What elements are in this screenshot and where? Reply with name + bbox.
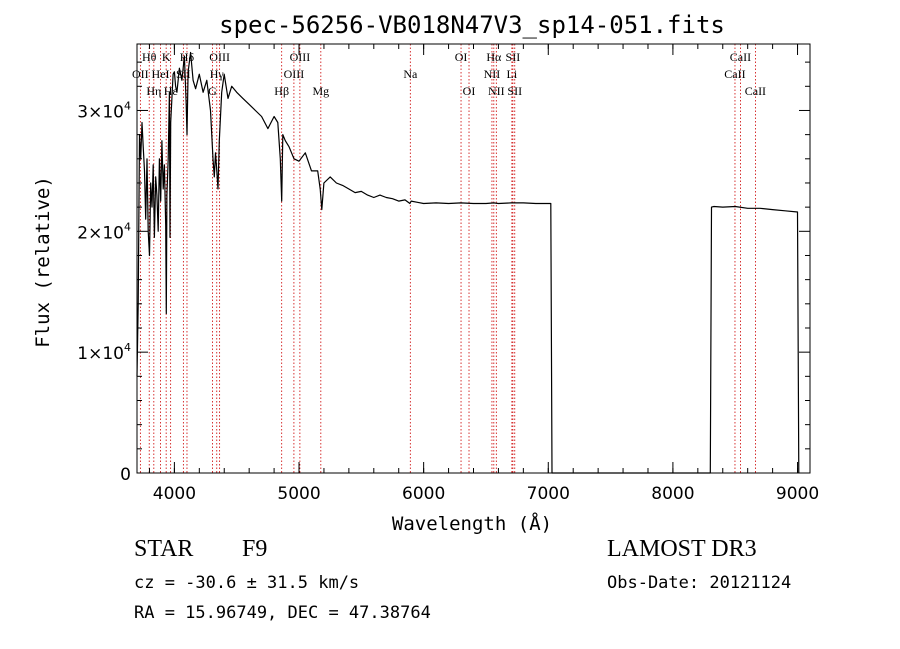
spectral-line-label: Hβ <box>274 84 289 98</box>
x-tick-label: 7000 <box>527 484 570 504</box>
spectral-line-markers <box>139 44 756 473</box>
chart-title: spec-56256-VB018N47V3_sp14-051.fits <box>219 11 725 39</box>
y-axis-label: Flux (relative) <box>32 176 54 348</box>
spectral-line-label: Hθ <box>142 50 157 64</box>
axes-layer: 4000 5000 6000 7000 8000 9000 0 1×104 2×104 3×104 <box>77 44 819 504</box>
spectral-line-label: NII <box>488 84 505 98</box>
y-tick-label: 3×104 <box>77 99 131 122</box>
spectral-line-label: OI <box>463 84 476 98</box>
plot-frame <box>136 43 811 474</box>
spectral-line-label: G <box>208 84 217 98</box>
x-tick-label: 6000 <box>402 484 445 504</box>
spectral-line-label: OIII <box>209 50 230 64</box>
y-tick-label: 0 <box>120 465 131 485</box>
spectral-line-label: Mg <box>312 84 329 98</box>
spectral-line-label: OII <box>132 67 149 81</box>
redshift-cz: cz = -30.6 ± 31.5 km/s <box>134 573 360 593</box>
obs-date: Obs-Date: 20121124 <box>607 573 792 593</box>
spectral-line-label: SII <box>507 84 522 98</box>
spectral-line-label: Li <box>507 67 518 81</box>
object-subclass: F9 <box>242 536 268 562</box>
spectral-line-label: CaII <box>724 67 745 81</box>
coordinates: RA = 15.96749, DEC = 47.38764 <box>134 603 431 623</box>
x-tick-label: 9000 <box>776 484 819 504</box>
object-class: STAR <box>134 536 194 562</box>
spectral-line-label: K <box>162 50 171 64</box>
spectral-line-label: HeI <box>152 67 170 81</box>
y-tick-label: 1×104 <box>77 341 131 364</box>
spectral-line-label: Hη <box>146 84 161 98</box>
x-tick-label: 4000 <box>153 484 196 504</box>
series-line-spectrum <box>136 51 800 474</box>
spectral-line-labels: Hθ OII Hη K HeI SII Hε Hδ OIII Hγ G OIII OIII Hβ Mg Na O… <box>132 50 766 98</box>
spectral-line-label: CaII <box>745 84 766 98</box>
spectral-line-label: OIII <box>284 67 305 81</box>
spectral-line-label: Hγ <box>210 67 225 81</box>
spectral-line-label: NII <box>484 67 501 81</box>
spectral-line-label: OI <box>455 50 468 64</box>
spectral-line-label: SII <box>506 50 521 64</box>
y-tick-label: 2×104 <box>77 220 131 243</box>
x-tick-label: 5000 <box>277 484 320 504</box>
spectral-line-label: CaII <box>730 50 751 64</box>
x-tick-label: 8000 <box>651 484 694 504</box>
survey-name: LAMOST DR3 <box>607 536 757 562</box>
series-layer <box>136 51 800 474</box>
spectral-line-label: Hε <box>164 84 178 98</box>
spectral-line-label: OIII <box>290 50 311 64</box>
spectral-line-label: Hα <box>486 50 502 64</box>
x-axis-label: Wavelength (Å) <box>392 512 552 535</box>
spectral-line-label: Hδ <box>180 50 195 64</box>
spectral-line-label: Na <box>403 67 418 81</box>
